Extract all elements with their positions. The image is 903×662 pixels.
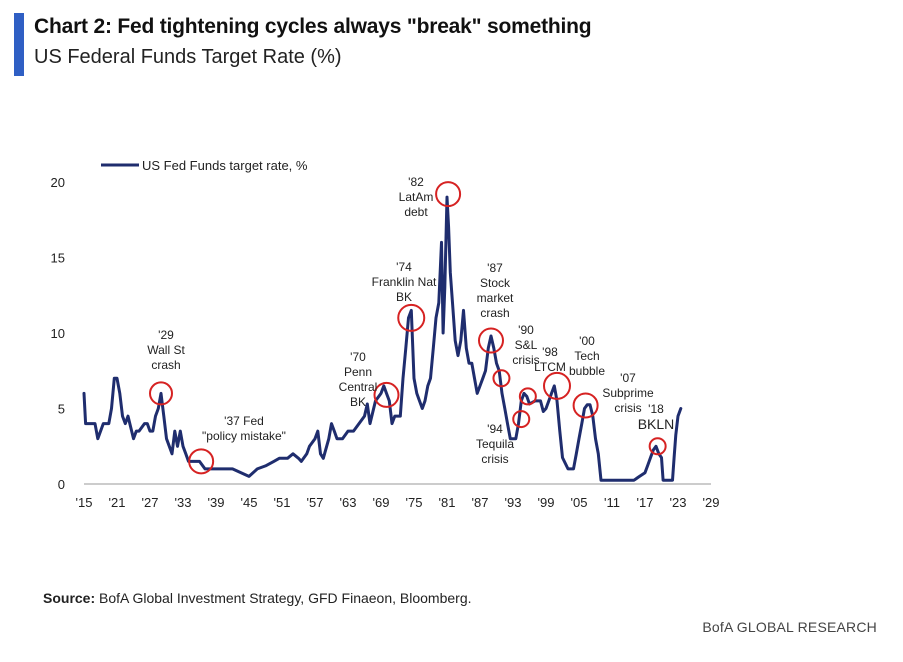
source-label: Source: [43, 590, 96, 606]
annotation-line: '00 [579, 334, 595, 348]
annotation-label: '37 Fed "policy mistake" [202, 414, 286, 443]
x-tick-label: '87 [472, 495, 489, 510]
crisis-circle [149, 381, 173, 406]
annotation-line: crash [480, 306, 509, 320]
annotation-label: '18 BKLN [638, 402, 675, 432]
x-tick-label: '33 [175, 495, 192, 510]
x-tick-label: '51 [274, 495, 291, 510]
x-tick-label: '15 [76, 495, 93, 510]
x-tick-label: '21 [109, 495, 126, 510]
annotation-line: crisis [512, 353, 539, 367]
chart-title: Chart 2: Fed tightening cycles always "b… [34, 15, 592, 38]
title-accent-bar [14, 13, 24, 76]
annotation-line: '37 Fed [224, 414, 264, 428]
annotation-line: '18 [648, 402, 664, 416]
annotation-line: '90 [518, 323, 534, 337]
y-tick-label: 0 [58, 477, 65, 492]
crisis-circle [373, 381, 400, 408]
chart-subtitle: US Federal Funds Target Rate (%) [34, 46, 342, 68]
crisis-circle [492, 369, 511, 388]
annotation-label: '90 S&L crisis [512, 323, 539, 367]
annotation-line: Wall St [147, 343, 185, 357]
crisis-circle [188, 448, 215, 475]
annotation-label: '07 Subprime crisis [602, 371, 654, 415]
annotation-label: '87 Stock market crash [477, 261, 514, 320]
y-tick-label: 20 [51, 175, 65, 190]
annotation-line: '82 [408, 175, 424, 189]
source-text: BofA Global Investment Strategy, GFD Fin… [99, 590, 472, 606]
annotation-line: '98 [542, 345, 558, 359]
annotation-line: Franklin Nat [372, 275, 437, 289]
annotation-line: '87 [487, 261, 503, 275]
x-tick-label: '57 [307, 495, 324, 510]
brand-footer: BofA GLOBAL RESEARCH [702, 619, 877, 635]
crisis-circle [543, 371, 571, 400]
annotation-line: debt [404, 205, 428, 219]
annotation-line: BKLN [638, 416, 675, 432]
crisis-circle [518, 387, 537, 406]
x-tick-label: '17 [637, 495, 654, 510]
annotation-line: LatAm [399, 190, 434, 204]
annotation-line: Penn [344, 365, 372, 379]
annotation-line: '07 [620, 371, 636, 385]
annotation-label: '94 Tequila crisis [476, 422, 514, 466]
annotation-line: crisis [614, 401, 641, 415]
annotation-line: Tequila [476, 437, 514, 451]
annotation-line: S&L [515, 338, 538, 352]
legend-label: US Fed Funds target rate, % [142, 158, 308, 173]
annotation-label: '74 Franklin Nat BK [372, 260, 437, 304]
y-tick-label: 15 [51, 251, 65, 266]
annotation-label: '29 Wall St crash [147, 328, 185, 372]
annotation-line: "policy mistake" [202, 429, 286, 443]
y-tick-label: 10 [51, 326, 65, 341]
x-tick-label: '27 [142, 495, 159, 510]
x-tick-label: '39 [208, 495, 225, 510]
annotation-line: LTCM [534, 360, 566, 374]
crisis-circle [572, 392, 599, 419]
annotation-label: '70 Penn Central BK [339, 350, 378, 409]
series-line [82, 195, 683, 482]
annotation-line: '70 [350, 350, 366, 364]
annotation-label: '82 LatAm debt [399, 175, 434, 219]
annotation-line: '29 [158, 328, 174, 342]
crisis-circle [397, 303, 426, 332]
x-tick-label: '29 [703, 495, 720, 510]
annotation-line: crisis [481, 452, 508, 466]
annotation-line: market [477, 291, 514, 305]
annotation-line: Subprime [602, 386, 654, 400]
annotation-line: crash [151, 358, 180, 372]
annotation-line: Stock [480, 276, 511, 290]
x-tick-label: '63 [340, 495, 357, 510]
crisis-circle [648, 437, 667, 456]
annotation-line: '74 [396, 260, 412, 274]
crisis-circle [512, 410, 531, 429]
annotation-label: '98 LTCM [534, 345, 566, 374]
x-tick-label: '99 [538, 495, 555, 510]
source-note: Source: BofA Global Investment Strategy,… [43, 590, 472, 606]
crisis-circle [435, 181, 462, 208]
annotation-label: '00 Tech bubble [569, 334, 605, 378]
x-tick-label: '69 [373, 495, 390, 510]
crisis-circle [478, 327, 504, 354]
x-tick-label: '75 [406, 495, 423, 510]
annotation-line: Central [339, 380, 378, 394]
annotation-line: bubble [569, 364, 605, 378]
x-tick-label: '81 [439, 495, 456, 510]
annotation-line: BK [350, 395, 366, 409]
x-tick-label: '45 [241, 495, 258, 510]
annotation-line: Tech [574, 349, 599, 363]
x-tick-label: '05 [571, 495, 588, 510]
x-tick-label: '11 [604, 495, 620, 510]
annotation-line: '94 [487, 422, 503, 436]
x-tick-label: '93 [505, 495, 522, 510]
x-tick-label: '23 [670, 495, 687, 510]
annotation-line: BK [396, 290, 412, 304]
y-tick-label: 5 [58, 402, 65, 417]
